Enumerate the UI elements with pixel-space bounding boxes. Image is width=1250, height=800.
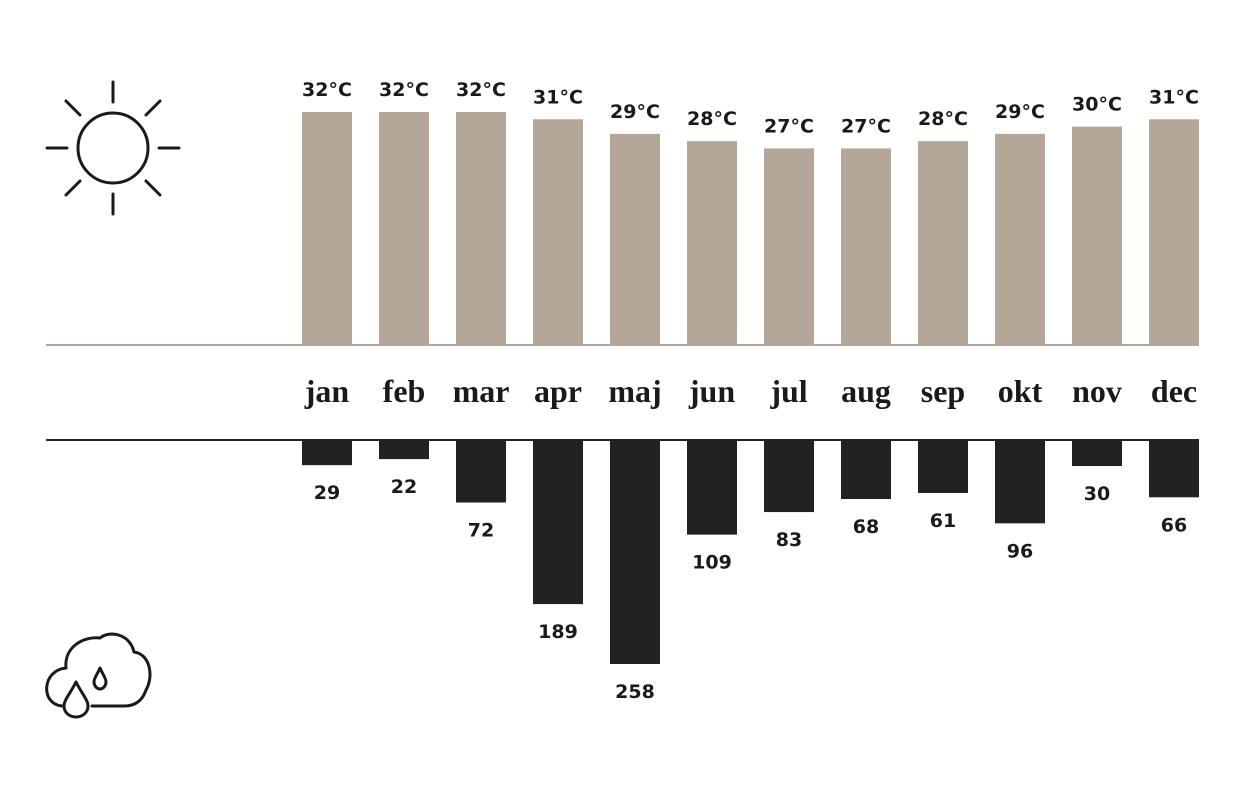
value-label: 189 bbox=[538, 621, 578, 643]
value-label: 258 bbox=[615, 681, 655, 703]
value-label: 61 bbox=[930, 510, 956, 532]
value-label: 27°C bbox=[764, 115, 814, 137]
bar bbox=[764, 148, 814, 345]
value-label: 32°C bbox=[379, 79, 429, 101]
bar bbox=[687, 141, 737, 345]
value-label: 68 bbox=[853, 516, 879, 538]
value-label: 28°C bbox=[687, 108, 737, 130]
month-label: okt bbox=[998, 373, 1043, 409]
value-label: 30 bbox=[1084, 483, 1110, 505]
month-label: apr bbox=[534, 373, 582, 409]
bar bbox=[841, 148, 891, 345]
bar bbox=[687, 440, 737, 535]
month-label: sep bbox=[921, 373, 965, 409]
bar bbox=[302, 440, 352, 466]
month-label: dec bbox=[1151, 373, 1197, 409]
value-label: 30°C bbox=[1072, 94, 1122, 116]
month-label: feb bbox=[383, 373, 426, 409]
month-label: nov bbox=[1072, 373, 1122, 409]
value-label: 28°C bbox=[918, 108, 968, 130]
value-label: 32°C bbox=[302, 79, 352, 101]
bar bbox=[764, 440, 814, 513]
value-label: 29°C bbox=[610, 101, 660, 123]
bar bbox=[302, 112, 352, 345]
bar bbox=[456, 112, 506, 345]
bar bbox=[995, 133, 1045, 345]
value-label: 22 bbox=[391, 476, 417, 498]
bar bbox=[379, 440, 429, 460]
value-label: 29°C bbox=[995, 101, 1045, 123]
value-label: 31°C bbox=[533, 86, 583, 108]
value-label: 31°C bbox=[1149, 86, 1199, 108]
value-label: 66 bbox=[1161, 514, 1187, 536]
rain-icon bbox=[45, 632, 152, 719]
bar bbox=[379, 112, 429, 345]
bar bbox=[841, 440, 891, 500]
month-label: jan bbox=[304, 373, 350, 409]
bar bbox=[1149, 119, 1199, 345]
bar bbox=[456, 440, 506, 503]
bar bbox=[1072, 440, 1122, 467]
value-label: 29 bbox=[314, 482, 340, 504]
bar bbox=[610, 133, 660, 345]
month-label: maj bbox=[608, 373, 661, 409]
bar bbox=[533, 440, 583, 605]
month-label: mar bbox=[453, 373, 510, 409]
bar bbox=[995, 440, 1045, 524]
value-label: 109 bbox=[692, 552, 732, 574]
bar bbox=[918, 141, 968, 345]
bar bbox=[1149, 440, 1199, 498]
bar bbox=[533, 119, 583, 345]
value-label: 72 bbox=[468, 520, 494, 542]
value-label: 27°C bbox=[841, 115, 891, 137]
value-label: 83 bbox=[776, 529, 802, 551]
value-label: 32°C bbox=[456, 79, 506, 101]
value-label: 96 bbox=[1007, 540, 1033, 562]
month-label: jul bbox=[769, 373, 807, 409]
bar bbox=[918, 440, 968, 493]
month-label: jun bbox=[688, 373, 735, 409]
bar bbox=[610, 440, 660, 664]
bar bbox=[1072, 126, 1122, 345]
sun-icon bbox=[45, 80, 181, 216]
month-label: aug bbox=[841, 373, 891, 409]
